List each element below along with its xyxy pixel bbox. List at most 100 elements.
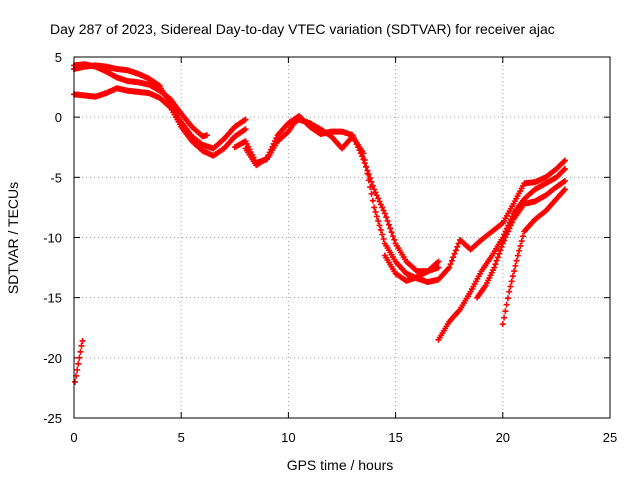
- data-point: [349, 132, 356, 139]
- data-point: [499, 240, 506, 247]
- y-axis-label: SDTVAR / TECUs: [5, 182, 21, 294]
- data-point: [363, 163, 370, 170]
- y-tick-label: 0: [55, 110, 62, 125]
- data-point: [368, 190, 375, 197]
- data-point: [369, 182, 376, 189]
- x-axis-label: GPS time / hours: [287, 457, 394, 473]
- x-tick-label: 25: [603, 430, 617, 445]
- series-track-9: [499, 186, 568, 328]
- data-point: [450, 254, 457, 261]
- data-point: [501, 314, 508, 321]
- data-point: [203, 132, 210, 139]
- data-point: [506, 288, 513, 295]
- series-track-8: [474, 177, 568, 301]
- data-point: [435, 264, 442, 271]
- y-tick-label: 5: [55, 50, 62, 65]
- data-point: [513, 257, 520, 264]
- series-track-1: [71, 85, 249, 159]
- y-tick-label: -25: [43, 411, 62, 426]
- data-point: [503, 231, 510, 238]
- data-point: [72, 378, 79, 385]
- data-point: [511, 268, 518, 275]
- x-tick-label: 10: [281, 430, 295, 445]
- data-point: [451, 250, 458, 257]
- data-point: [381, 210, 388, 217]
- series-track-7: [435, 165, 568, 343]
- y-tick-label: -5: [50, 170, 62, 185]
- data-point: [391, 236, 398, 243]
- data-point: [448, 257, 455, 264]
- chart-title: Day 287 of 2023, Sidereal Day-to-day VTE…: [50, 21, 555, 37]
- data-point: [518, 238, 525, 245]
- series-track-10: [72, 337, 86, 385]
- data-point: [376, 222, 383, 229]
- series-track-6: [381, 252, 442, 284]
- data-point: [379, 231, 386, 238]
- data-point: [379, 204, 386, 211]
- data-point: [498, 243, 505, 250]
- data-point: [377, 226, 384, 233]
- data-point: [242, 126, 249, 133]
- data-point: [497, 247, 504, 254]
- data-point: [360, 156, 367, 163]
- axis-ticks: 0 5 10 15 20 25 5 0 -5 -10 -15 -20 -25: [43, 50, 617, 445]
- data-point: [499, 321, 506, 328]
- data-point: [373, 192, 380, 199]
- data-point: [372, 208, 379, 215]
- data-point: [367, 175, 374, 182]
- x-tick-label: 15: [388, 430, 402, 445]
- data-point: [377, 201, 384, 208]
- data-point: [364, 167, 371, 174]
- data-point: [375, 217, 382, 224]
- data-point: [494, 254, 501, 261]
- data-marks: [71, 61, 568, 385]
- data-point: [502, 234, 509, 241]
- series-track-3: [71, 61, 210, 140]
- data-point: [371, 204, 378, 211]
- data-point: [492, 261, 499, 268]
- data-point: [502, 308, 509, 315]
- data-point: [493, 257, 500, 264]
- data-point: [561, 165, 568, 172]
- data-point: [76, 354, 83, 361]
- data-point: [447, 261, 454, 268]
- grid: [74, 57, 610, 418]
- y-tick-label: -10: [43, 231, 62, 246]
- data-point: [514, 252, 521, 259]
- data-point: [357, 150, 364, 157]
- y-tick-label: -20: [43, 351, 62, 366]
- data-point: [380, 207, 387, 214]
- data-point: [242, 116, 249, 123]
- data-point: [77, 348, 84, 355]
- data-point: [503, 301, 510, 308]
- data-point: [452, 247, 459, 254]
- data-point: [355, 144, 362, 151]
- plot-frame: [73, 56, 611, 419]
- y-tick-label: -15: [43, 291, 62, 306]
- data-point: [351, 135, 358, 142]
- data-point: [509, 273, 516, 280]
- data-point: [79, 337, 86, 344]
- data-point: [505, 228, 512, 235]
- data-point: [519, 233, 526, 240]
- x-tick-label: 5: [178, 430, 185, 445]
- data-point: [389, 232, 396, 239]
- data-point: [506, 225, 513, 232]
- series-track-5: [242, 112, 442, 275]
- data-point: [372, 189, 379, 196]
- data-point: [507, 283, 514, 290]
- data-point: [508, 278, 515, 285]
- data-point: [353, 141, 360, 148]
- data-point: [75, 360, 82, 367]
- data-point: [368, 178, 375, 185]
- data-point: [78, 342, 85, 349]
- data-point: [365, 171, 372, 178]
- data-point: [361, 160, 368, 167]
- x-tick-label: 0: [70, 430, 77, 445]
- data-point: [507, 222, 514, 229]
- data-point: [435, 258, 442, 265]
- data-point: [371, 186, 378, 193]
- data-point: [512, 262, 519, 269]
- series-track-2: [71, 62, 249, 152]
